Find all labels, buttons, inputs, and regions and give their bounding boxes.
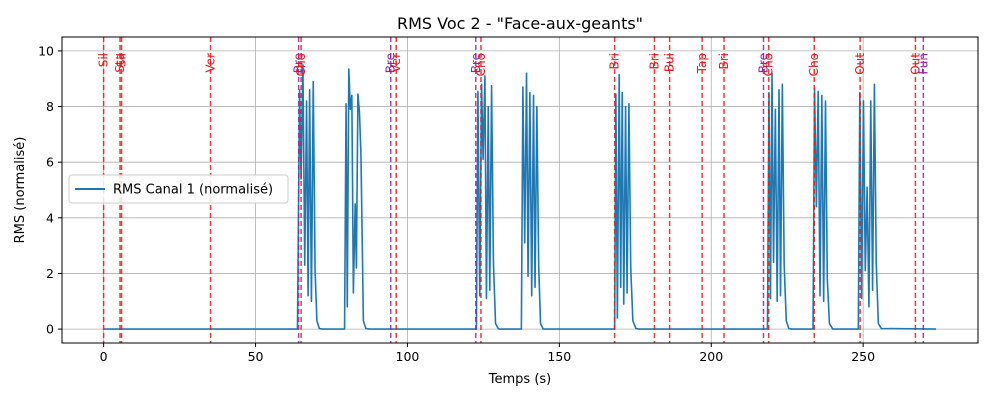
plot-frame: [61, 36, 979, 344]
event-marker-label: Bre: [757, 53, 771, 73]
legend: RMS Canal 1 (normalisé): [68, 174, 289, 204]
event-marker-label: Bri: [608, 53, 622, 70]
x-tick-label: 0: [100, 349, 108, 364]
event-marker-label: Bre: [384, 53, 398, 73]
event-marker-label: Bre: [469, 53, 483, 73]
event-marker-label: Bre: [292, 53, 306, 73]
x-tick-label: 150: [547, 349, 571, 364]
axis-ticks: 0 50 100 150 200 250 0 2 4 6 8 10: [38, 43, 875, 364]
event-marker-label: Cho: [474, 53, 488, 76]
event-marker-label: Ver: [204, 53, 218, 73]
event-marker-label: Cho: [807, 53, 821, 76]
event-marker-label: Cho: [762, 53, 776, 76]
x-tick-label: 250: [851, 349, 875, 364]
y-tick-label: 6: [46, 155, 54, 170]
x-axis-title: Temps (s): [488, 372, 551, 387]
event-marker-label: Bri: [717, 53, 731, 70]
series-layer: [103, 64, 937, 330]
y-tick-label: 8: [46, 99, 54, 114]
event-marker-label: Sil: [115, 53, 129, 67]
event-marker-label: Out: [853, 53, 867, 75]
chart-title: RMS Voc 2 - "Face-aux-geants": [397, 14, 643, 33]
event-marker-label: Fun: [916, 53, 930, 74]
series-line-rms-canal-1: [103, 64, 937, 330]
y-tick-label: 10: [38, 43, 54, 58]
y-tick-label: 2: [46, 266, 54, 281]
y-tick-label: 0: [46, 322, 54, 337]
event-marker-label: Tap: [695, 53, 709, 74]
event-marker-label: Sta: [113, 53, 127, 73]
event-marker-label: Bri: [647, 53, 661, 70]
event-marker-label: Cho: [294, 53, 308, 76]
y-axis-title: RMS (normalisé): [13, 137, 28, 244]
event-marker-label: Out: [908, 53, 922, 75]
legend-label: RMS Canal 1 (normalisé): [113, 183, 273, 198]
event-marker-label: Bui: [663, 53, 677, 72]
y-tick-label: 4: [46, 210, 54, 225]
legend-box: [68, 174, 289, 204]
event-marker-label: Ver: [389, 53, 403, 73]
event-marker-label: Sil: [97, 53, 111, 67]
x-tick-label: 100: [396, 349, 420, 364]
x-tick-label: 50: [248, 349, 264, 364]
x-tick-label: 200: [699, 349, 723, 364]
